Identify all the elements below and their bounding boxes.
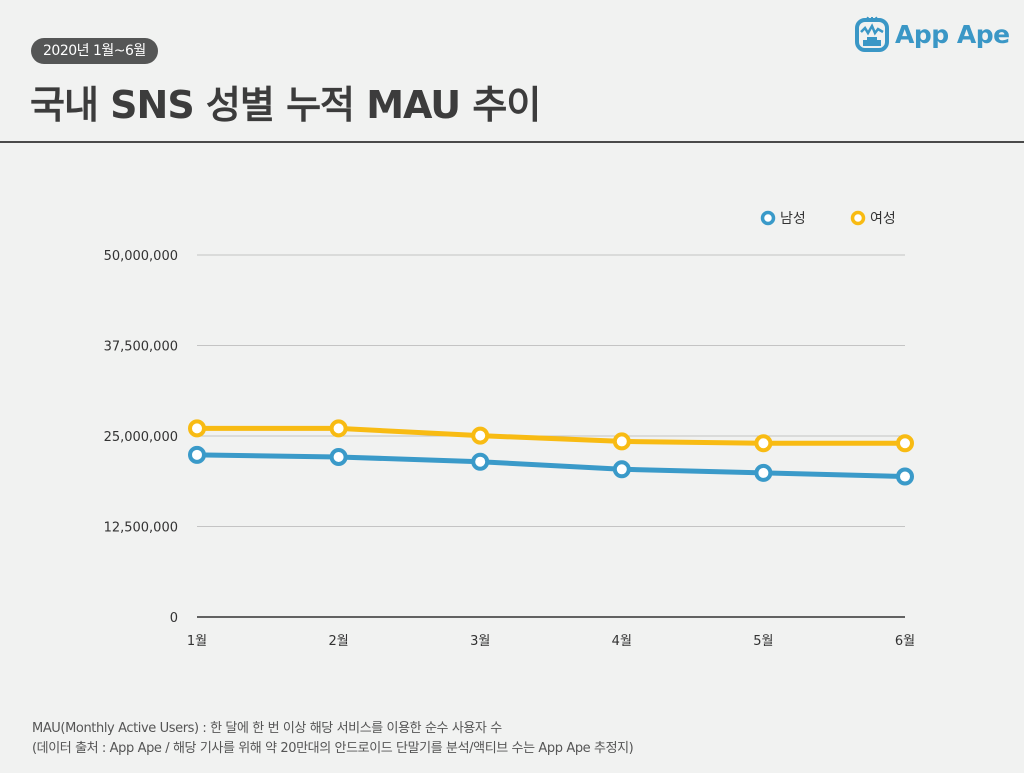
x-tick-label: 4월: [612, 634, 632, 649]
period-badge: 2020년 1월~6월: [31, 38, 158, 64]
y-tick-label: 50,000,000: [104, 249, 178, 264]
series-line-male: [196, 452, 906, 480]
y-tick-label: 25,000,000: [104, 430, 178, 445]
app-ape-logo: App Ape: [855, 16, 1010, 52]
data-point: [896, 467, 914, 486]
data-point: [188, 419, 206, 438]
data-point: [612, 432, 631, 451]
logo-text: App Ape: [895, 19, 1010, 49]
header-divider: [0, 141, 1024, 143]
y-tick-label: 0: [170, 611, 178, 626]
x-tick-label: 6월: [895, 634, 915, 649]
series-line-female: [197, 425, 905, 446]
data-point: [612, 460, 631, 479]
footnote-source: (데이터 출처 : App Ape / 해당 기사를 위해 약 20만대의 안드…: [32, 741, 634, 756]
x-tick-label: 1월: [187, 634, 207, 649]
x-tick-label: 5월: [753, 634, 773, 649]
data-point: [188, 445, 206, 464]
data-point: [896, 434, 914, 453]
data-point: [329, 447, 348, 466]
data-point: [754, 434, 773, 453]
footnote: MAU(Monthly Active Users) : 한 달에 한 번 이상 …: [32, 719, 634, 759]
legend-marker: [760, 210, 776, 226]
legend-marker: [850, 210, 866, 226]
data-point: [471, 426, 490, 445]
x-tick-label: 3월: [470, 634, 490, 649]
footnote-mau-definition: MAU(Monthly Active Users) : 한 달에 한 번 이상 …: [32, 721, 502, 736]
data-point: [329, 419, 348, 438]
data-point: [754, 463, 773, 482]
data-point: [471, 452, 490, 471]
legend-label: 여성: [870, 211, 896, 227]
page-title: 국내 SNS 성별 누적 MAU 추이: [30, 83, 541, 127]
legend-label: 남성: [780, 211, 806, 227]
y-tick-label: 37,500,000: [104, 340, 178, 355]
ape-face-icon: [855, 16, 889, 52]
x-tick-label: 2월: [328, 634, 348, 649]
y-tick-label: 12,500,000: [104, 521, 178, 536]
